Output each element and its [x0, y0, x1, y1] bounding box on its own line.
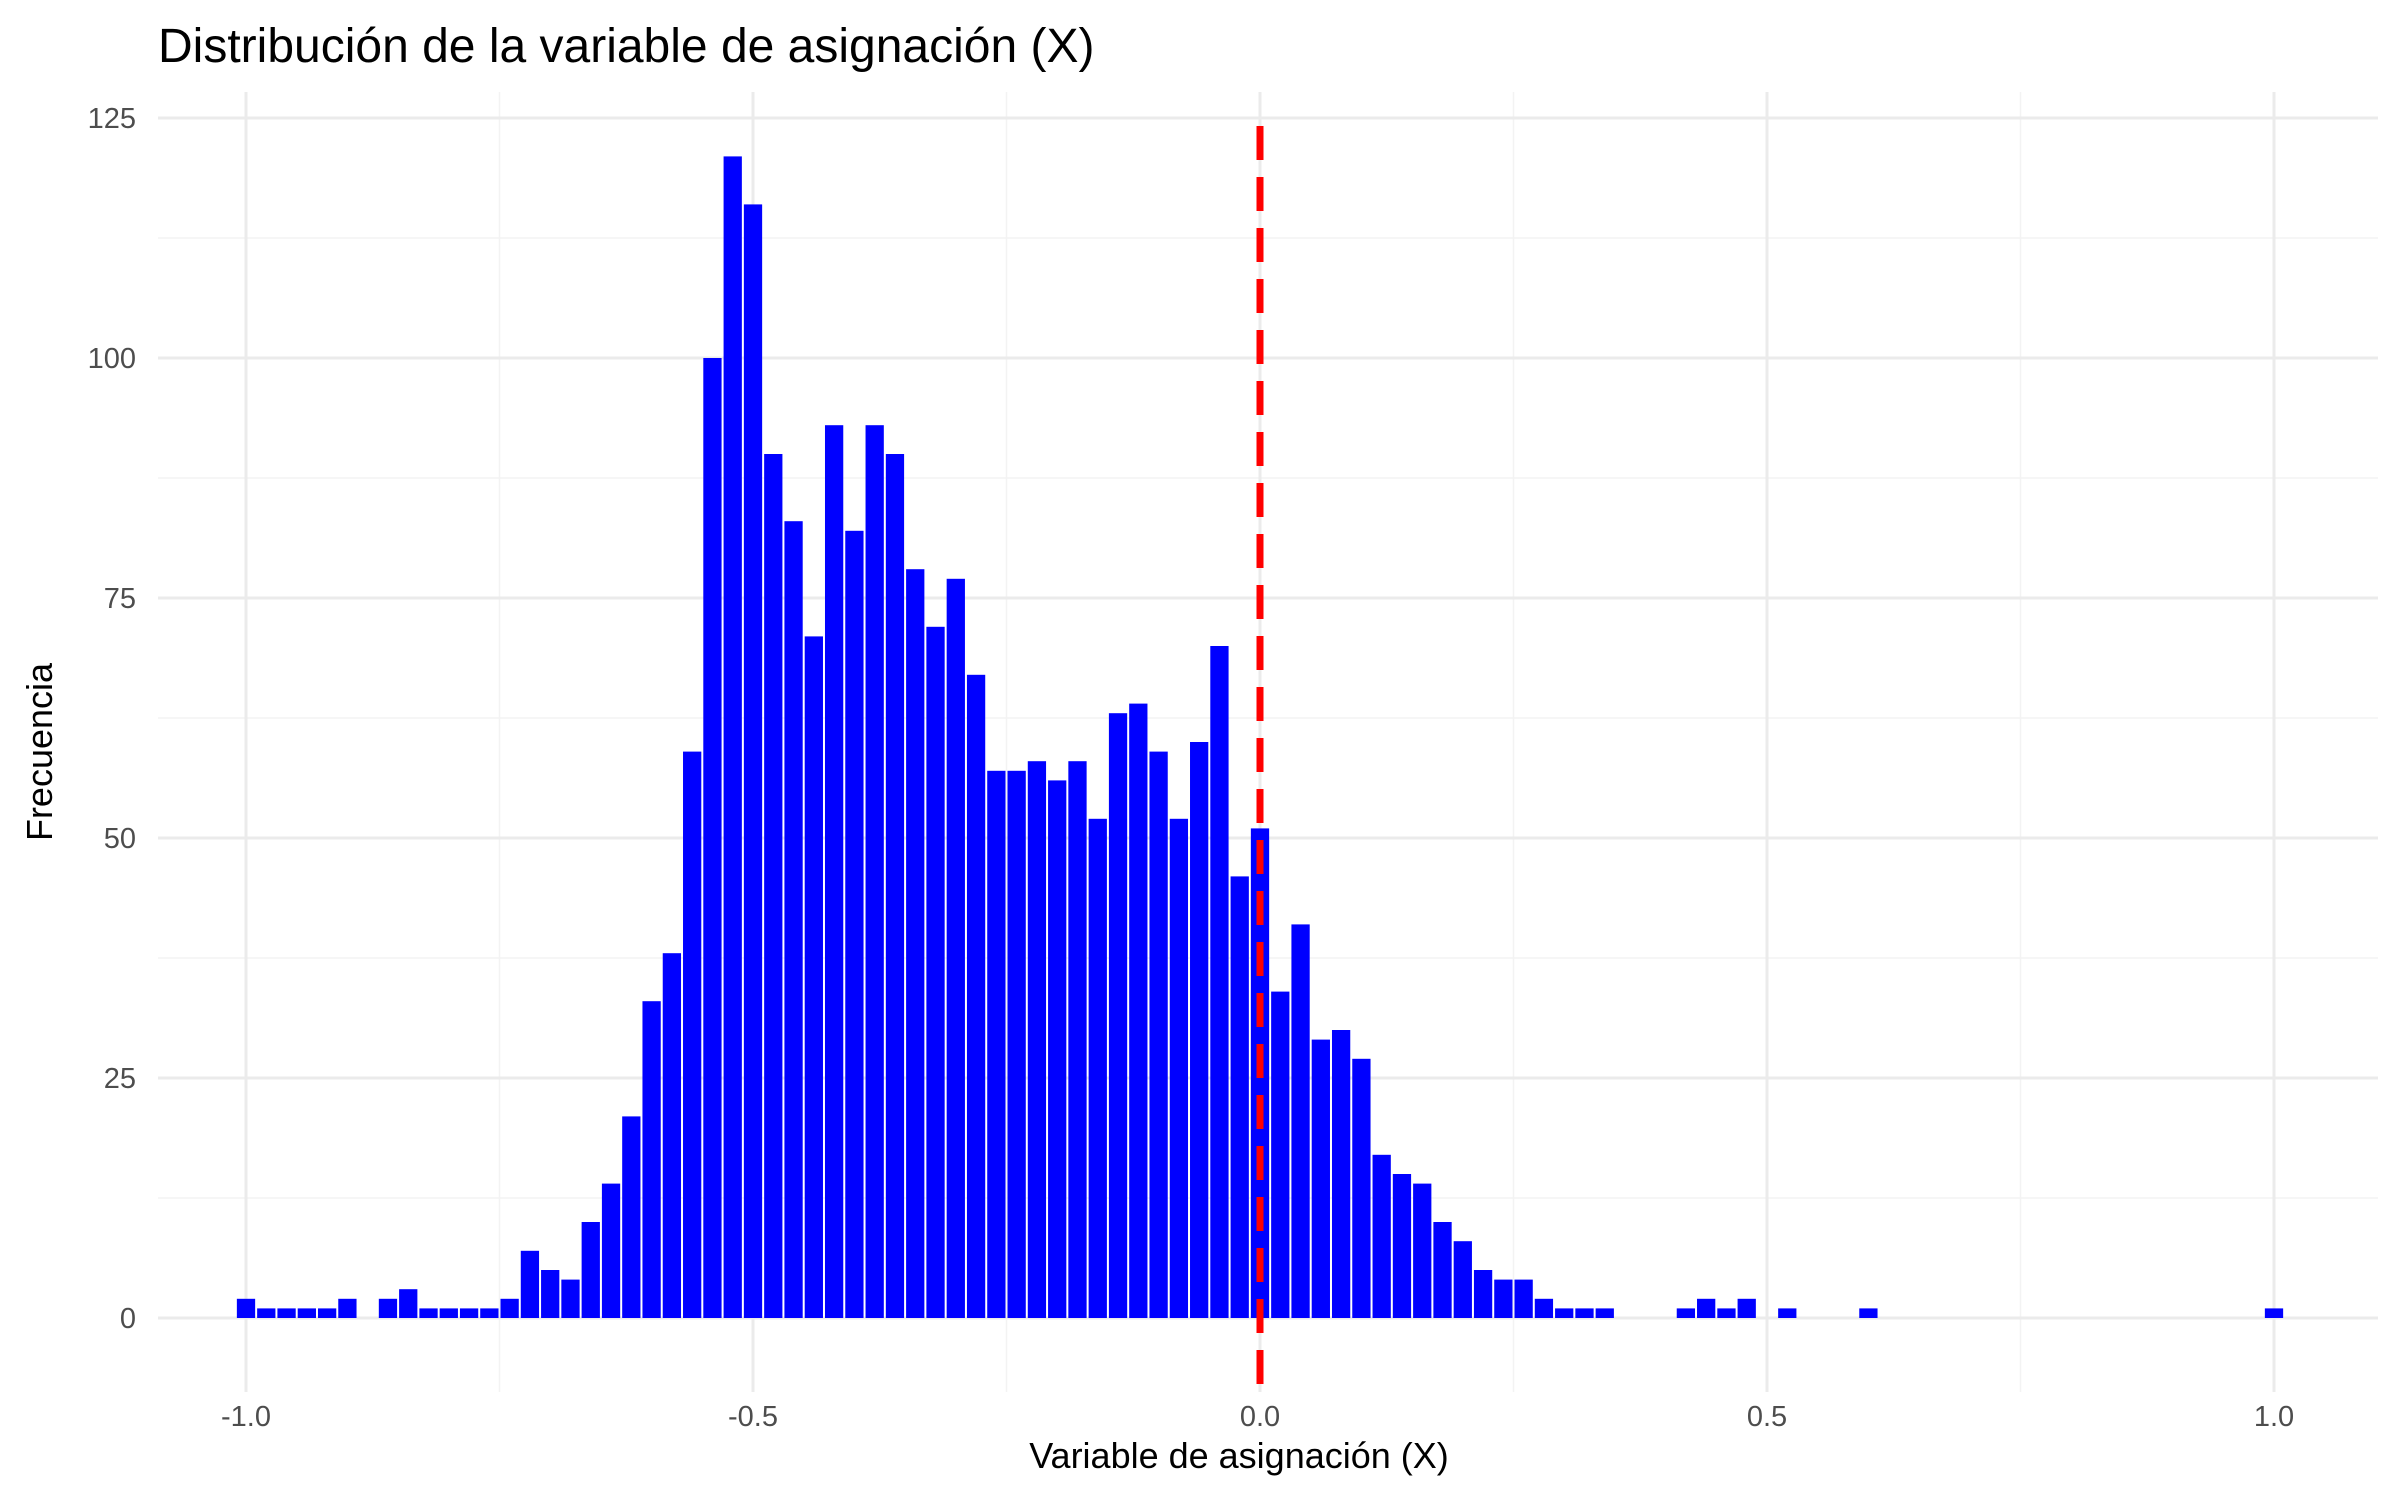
- histogram-bar: [1737, 1298, 1756, 1318]
- histogram-bar: [277, 1308, 296, 1318]
- histogram-bar: [1027, 761, 1047, 1318]
- y-tick-label: 0: [120, 1303, 136, 1335]
- histogram-bar: [1048, 780, 1067, 1318]
- y-tick-label: 25: [104, 1063, 136, 1095]
- x-tick-label: -0.5: [728, 1401, 778, 1433]
- histogram-bar: [1433, 1222, 1452, 1318]
- histogram-bar: [1291, 924, 1310, 1318]
- x-tick-label: -1.0: [221, 1401, 271, 1433]
- histogram-bar: [1230, 876, 1249, 1318]
- histogram-bar: [419, 1308, 438, 1318]
- histogram-bar: [1108, 713, 1128, 1318]
- histogram-bar: [1352, 1058, 1371, 1318]
- histogram-bar: [784, 521, 803, 1318]
- histogram-bar: [946, 578, 965, 1318]
- histogram-bar: [1169, 818, 1189, 1318]
- histogram-bar: [1676, 1308, 1696, 1318]
- x-tick-label: 1.0: [2254, 1401, 2294, 1433]
- histogram-bar: [1190, 742, 1209, 1318]
- histogram-bar: [561, 1279, 580, 1318]
- histogram-bar: [1514, 1279, 1533, 1318]
- histogram-bar: [865, 425, 884, 1318]
- histogram-bar: [1149, 751, 1168, 1318]
- histogram-bar: [743, 204, 763, 1318]
- histogram-bar: [236, 1298, 256, 1318]
- x-tick-labels: -1.0 -0.5 0.0 0.5 1.0: [221, 1401, 2294, 1433]
- histogram-bar: [601, 1183, 621, 1318]
- histogram-bar: [966, 674, 986, 1318]
- histogram-bar: [459, 1308, 479, 1318]
- histogram-bar: [1494, 1279, 1513, 1318]
- histogram-bar: [1210, 646, 1229, 1318]
- histogram-bar: [1271, 991, 1290, 1318]
- histogram-bar: [1778, 1308, 1797, 1318]
- histogram-bar: [1717, 1308, 1736, 1318]
- histogram-bar: [824, 425, 844, 1318]
- histogram-bar: [1129, 703, 1148, 1318]
- histogram-bar: [520, 1250, 540, 1318]
- y-tick-label: 75: [104, 583, 136, 615]
- histogram-bar: [439, 1308, 458, 1318]
- histogram-bar: [1697, 1298, 1716, 1318]
- y-tick-label: 100: [88, 343, 136, 375]
- histogram-bar: [622, 1116, 641, 1318]
- histogram-bar: [1007, 770, 1026, 1318]
- histogram-bar: [480, 1308, 499, 1318]
- histogram-bar: [764, 454, 783, 1318]
- histogram-bar: [1088, 818, 1107, 1318]
- histogram-bar: [845, 530, 864, 1318]
- x-tick-label: 0.0: [1240, 1401, 1280, 1433]
- histogram-bar: [1859, 1308, 1878, 1318]
- x-axis-title: Variable de asignación (X): [1029, 1435, 1449, 1476]
- chart-title: Distribución de la variable de asignació…: [158, 20, 1095, 73]
- histogram-bar: [926, 626, 945, 1318]
- histogram-bar: [1453, 1241, 1472, 1318]
- histogram-bar: [1068, 761, 1087, 1318]
- histogram-bar: [1575, 1308, 1594, 1318]
- histogram-bar: [581, 1222, 600, 1318]
- histogram-bar: [257, 1308, 276, 1318]
- histogram-bar: [338, 1298, 357, 1318]
- histogram-bar: [642, 1001, 661, 1318]
- histogram-bar: [1331, 1030, 1351, 1318]
- histogram-bar: [804, 636, 823, 1318]
- histogram-bar: [1372, 1154, 1391, 1318]
- histogram-bar: [1392, 1174, 1412, 1318]
- histogram-bar: [500, 1298, 519, 1318]
- y-axis-title: Frecuencia: [19, 662, 60, 841]
- histogram-bar: [378, 1298, 398, 1318]
- histogram-bar: [317, 1308, 337, 1318]
- histogram-bar: [683, 751, 702, 1318]
- histogram-bar: [703, 358, 722, 1318]
- histogram-bar: [885, 454, 905, 1318]
- histogram-bar: [541, 1270, 560, 1318]
- histogram-bar: [1311, 1039, 1330, 1318]
- histogram-bars: [236, 156, 2284, 1318]
- x-tick-label: 0.5: [1747, 1401, 1787, 1433]
- y-tick-label: 125: [88, 103, 136, 135]
- histogram-bar: [297, 1308, 316, 1318]
- histogram-bar: [662, 953, 682, 1318]
- histogram-bar: [987, 770, 1006, 1318]
- y-tick-labels: 0 25 50 75 100 125: [88, 103, 136, 1335]
- histogram-bar: [906, 569, 925, 1318]
- histogram-bar: [2264, 1308, 2284, 1318]
- histogram-bar: [1555, 1308, 1574, 1318]
- histogram-bar: [1595, 1308, 1614, 1318]
- y-tick-label: 50: [104, 823, 136, 855]
- histogram-bar: [1413, 1183, 1432, 1318]
- histogram-bar: [1473, 1270, 1493, 1318]
- histogram-bar: [399, 1289, 418, 1318]
- histogram-bar: [1534, 1298, 1554, 1318]
- histogram-bar: [723, 156, 742, 1318]
